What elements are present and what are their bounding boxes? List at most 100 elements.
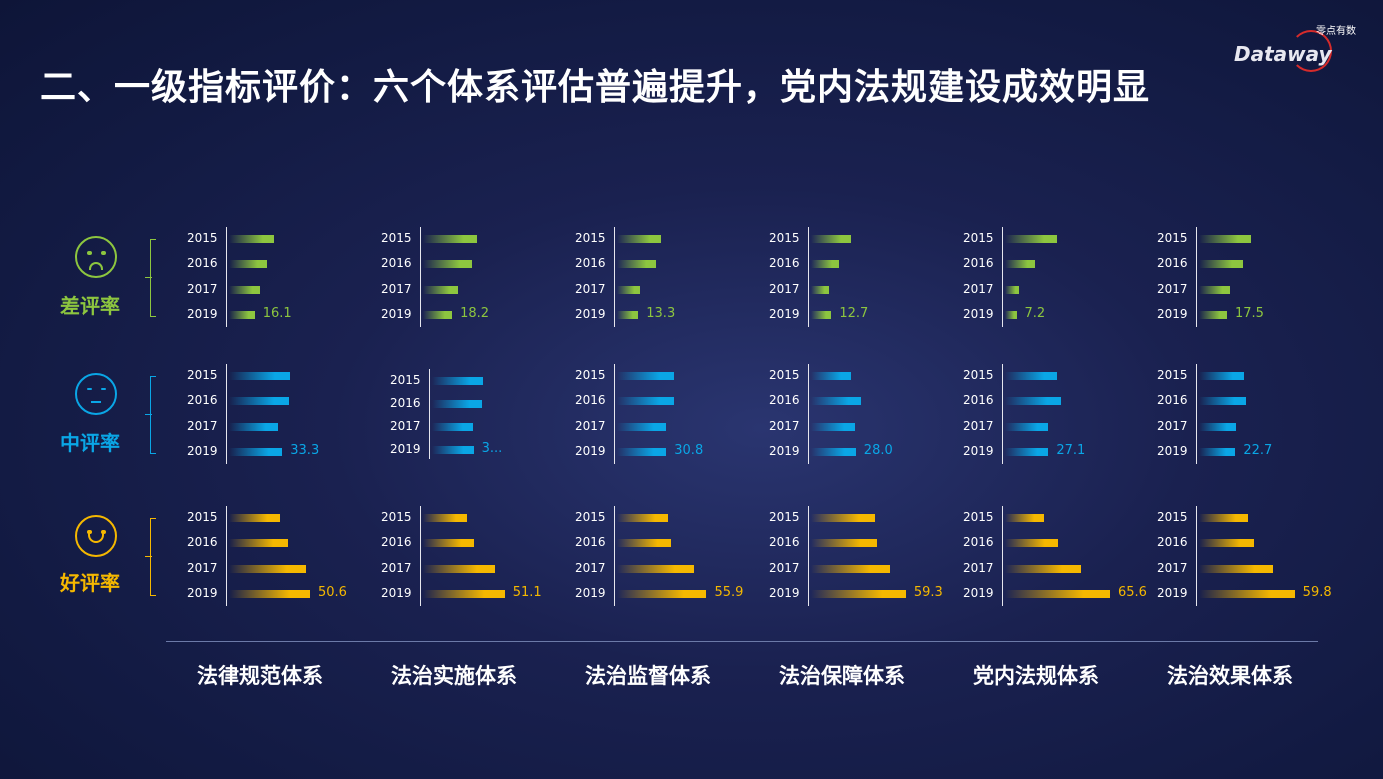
axis-line <box>1196 506 1197 606</box>
chart-group-mid: 2015 2016 2017 2019 33.3 <box>187 364 377 464</box>
chart-group-good: 2015 2016 2017 2019 65.6 <box>963 506 1153 606</box>
bar-good-2015 <box>229 514 280 522</box>
bar-mid-2016 <box>617 397 675 406</box>
year-label: 2015 <box>963 231 994 245</box>
bar-good-2017 <box>811 564 891 573</box>
year-label: 2019 <box>1157 585 1188 600</box>
bar-good-2019 <box>1199 589 1295 598</box>
bar-mid-2019 <box>811 447 856 456</box>
year-label: 2016 <box>187 393 218 408</box>
value-label: 50.6 <box>317 584 347 600</box>
year-label: 2017 <box>187 281 218 296</box>
chart-group-mid: 2015 2016 2017 2019 28.0 <box>769 364 959 464</box>
year-label: 2019 <box>187 585 218 600</box>
bar-mid-2016 <box>1199 397 1247 406</box>
axis-line <box>614 364 615 464</box>
row-bracket-tick <box>145 277 152 278</box>
axis-line <box>429 369 430 459</box>
year-label: 2017 <box>1157 560 1188 575</box>
chart-group-mid: 2015 2016 2017 2019 22.7 <box>1157 364 1347 464</box>
row-bracket-tick <box>145 414 152 415</box>
bar-mid-2019 <box>1199 447 1236 456</box>
year-label: 2015 <box>575 368 606 382</box>
axis-line <box>1002 227 1003 327</box>
year-label: 2015 <box>963 368 994 382</box>
bar-good-2017 <box>229 564 306 573</box>
happy-face-mouth <box>88 533 104 543</box>
value-label: 30.8 <box>674 442 704 458</box>
year-label: 2017 <box>187 560 218 575</box>
year-label: 2019 <box>769 306 800 321</box>
value-label: 65.6 <box>1117 584 1147 600</box>
angry-face-mouth <box>89 262 103 270</box>
year-label: 2019 <box>575 443 606 458</box>
year-label: 2019 <box>963 443 994 458</box>
year-label: 2015 <box>1157 231 1188 245</box>
year-label: 2016 <box>1157 393 1188 408</box>
chart-group-good: 2015 2016 2017 2019 55.9 <box>575 506 765 606</box>
chart-group-good: 2015 2016 2017 2019 59.8 <box>1157 506 1347 606</box>
bar-mid-2015 <box>432 377 483 385</box>
year-label: 2015 <box>1157 368 1188 382</box>
bar-bad-2017 <box>1199 285 1231 294</box>
year-label: 2017 <box>1157 281 1188 296</box>
chart-group-bad: 2015 2016 2017 2019 16.1 <box>187 227 377 327</box>
category-label: 法治保障体系 <box>779 664 905 688</box>
value-label: 51.1 <box>512 584 542 600</box>
year-label: 2015 <box>575 510 606 524</box>
year-label: 2015 <box>1157 510 1188 524</box>
axis-line <box>1002 364 1003 464</box>
chart-group-mid: 2015 2016 2017 2019 30.8 <box>575 364 765 464</box>
axis-line <box>420 506 421 606</box>
year-label: 2016 <box>1157 256 1188 271</box>
year-label: 2019 <box>575 585 606 600</box>
bar-bad-2015 <box>811 235 851 243</box>
bar-good-2015 <box>617 514 668 522</box>
year-label: 2016 <box>381 535 412 550</box>
year-label: 2017 <box>381 560 412 575</box>
bar-bad-2016 <box>1005 260 1036 269</box>
category-label: 法律规范体系 <box>197 664 323 688</box>
year-label: 2017 <box>1157 418 1188 433</box>
bar-mid-2019 <box>432 446 474 454</box>
year-label: 2016 <box>769 535 800 550</box>
axis-line <box>614 506 615 606</box>
year-label: 2015 <box>187 368 218 382</box>
bar-good-2015 <box>1005 514 1044 522</box>
year-label: 2016 <box>963 535 994 550</box>
happy-face-icon <box>75 515 117 557</box>
value-label: 33.3 <box>290 442 320 458</box>
year-label: 2019 <box>963 585 994 600</box>
value-label: 3... <box>481 441 503 456</box>
year-label: 2016 <box>769 393 800 408</box>
year-label: 2015 <box>769 368 800 382</box>
year-label: 2017 <box>769 281 800 296</box>
chart-group-bad: 2015 2016 2017 2019 17.5 <box>1157 227 1347 327</box>
bar-mid-2016 <box>1005 397 1061 406</box>
year-label: 2017 <box>575 418 606 433</box>
bar-mid-2017 <box>1005 422 1048 431</box>
row-bracket <box>150 518 156 596</box>
year-label: 2019 <box>390 442 421 456</box>
bar-good-2015 <box>811 514 875 522</box>
year-label: 2017 <box>390 419 421 433</box>
bar-bad-2017 <box>617 285 640 294</box>
bar-good-2016 <box>229 539 288 548</box>
value-label: 59.3 <box>913 584 943 600</box>
axis-line <box>1002 506 1003 606</box>
year-label: 2016 <box>963 256 994 271</box>
year-label: 2015 <box>963 510 994 524</box>
bar-good-2016 <box>811 539 877 548</box>
logo-name: Dataway <box>1234 42 1332 66</box>
value-label: 22.7 <box>1243 442 1273 458</box>
bar-good-2015 <box>423 514 467 522</box>
axis-line <box>226 506 227 606</box>
year-label: 2017 <box>963 560 994 575</box>
chart-group-good: 2015 2016 2017 2019 59.3 <box>769 506 959 606</box>
value-label: 55.9 <box>714 584 744 600</box>
bar-bad-2015 <box>1005 235 1058 243</box>
value-label: 27.1 <box>1056 442 1086 458</box>
bar-bad-2019 <box>617 310 639 319</box>
row-label-good: 好评率 <box>60 571 120 595</box>
year-label: 2017 <box>575 281 606 296</box>
